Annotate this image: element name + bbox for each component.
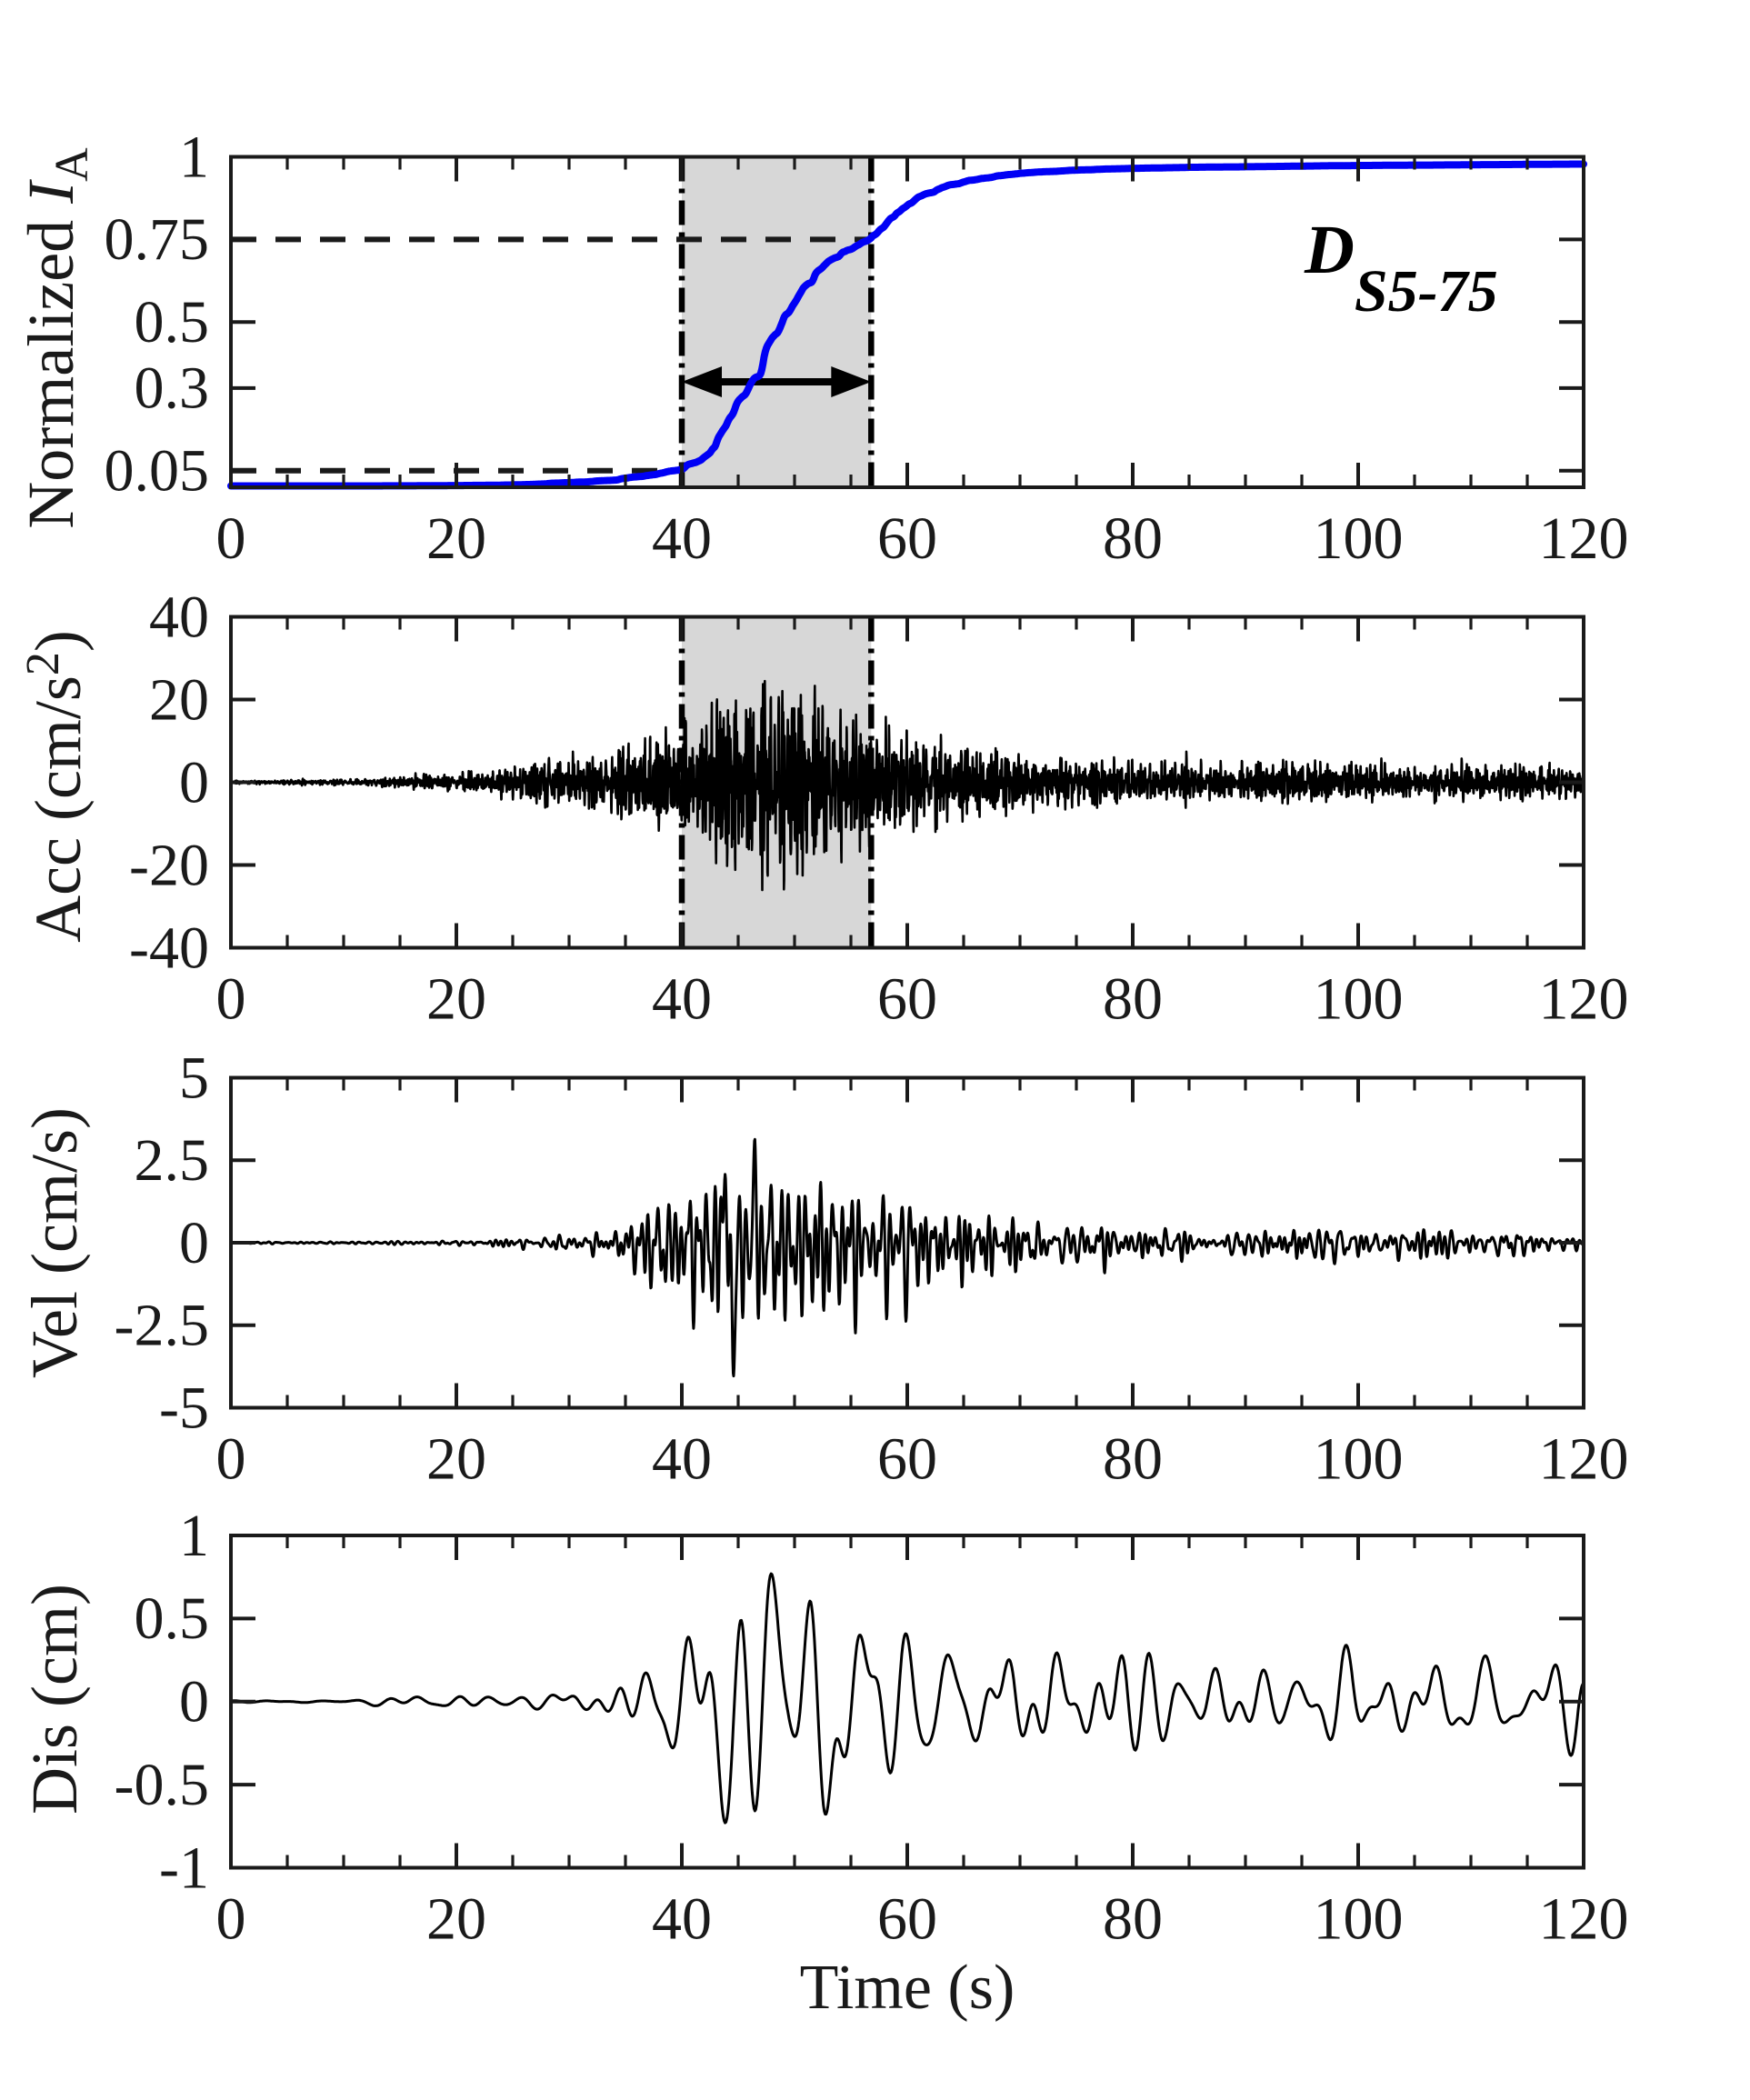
svg-text:20: 20 [426,965,486,1032]
svg-text:0: 0 [216,965,246,1032]
svg-text:0.75: 0.75 [105,206,210,273]
svg-text:1: 1 [179,1503,209,1569]
svg-text:-40: -40 [129,915,209,981]
svg-text:100: 100 [1314,965,1404,1032]
svg-text:20: 20 [149,666,209,733]
svg-text:0.05: 0.05 [105,438,210,505]
svg-text:20: 20 [426,1425,486,1492]
svg-text:-5: -5 [159,1375,209,1441]
svg-text:-20: -20 [129,832,209,898]
svg-text:20: 20 [426,505,486,572]
svg-text:100: 100 [1314,1885,1404,1952]
svg-text:0: 0 [179,1669,209,1735]
svg-text:-0.5: -0.5 [115,1752,209,1818]
svg-text:2.5: 2.5 [135,1127,210,1194]
svg-text:0: 0 [179,1210,209,1276]
svg-text:120: 120 [1539,1425,1629,1492]
svg-text:Normalized IA: Normalized IA [15,147,98,529]
svg-text:0: 0 [216,1425,246,1492]
svg-text:-2.5: -2.5 [115,1293,209,1359]
svg-text:40: 40 [149,584,209,650]
svg-text:120: 120 [1539,505,1629,572]
svg-text:0.3: 0.3 [135,355,210,422]
svg-text:Acc (cm/s2): Acc (cm/s2) [17,630,95,943]
svg-text:20: 20 [426,1885,486,1952]
svg-text:60: 60 [877,505,937,572]
svg-text:0: 0 [216,505,246,572]
svg-text:Dis (cm): Dis (cm) [18,1584,91,1815]
svg-text:0.5: 0.5 [135,289,210,355]
svg-text:60: 60 [877,1885,937,1952]
svg-text:5: 5 [179,1045,209,1111]
svg-text:Time (s): Time (s) [800,1953,1015,2023]
svg-text:80: 80 [1103,1885,1163,1952]
svg-text:0: 0 [216,1885,246,1952]
svg-text:40: 40 [652,1885,712,1952]
svg-text:0: 0 [179,749,209,815]
svg-text:40: 40 [652,965,712,1032]
svg-text:100: 100 [1314,505,1404,572]
svg-text:120: 120 [1539,965,1629,1032]
svg-text:60: 60 [877,965,937,1032]
svg-text:40: 40 [652,1425,712,1492]
svg-text:80: 80 [1103,1425,1163,1492]
svg-text:-1: -1 [159,1835,209,1901]
svg-text:0.5: 0.5 [135,1585,210,1652]
svg-text:100: 100 [1314,1425,1404,1492]
svg-text:1: 1 [179,124,209,190]
svg-text:80: 80 [1103,965,1163,1032]
svg-text:60: 60 [877,1425,937,1492]
svg-text:120: 120 [1539,1885,1629,1952]
svg-text:80: 80 [1103,505,1163,572]
svg-text:Vel (cm/s): Vel (cm/s) [18,1107,91,1378]
svg-text:40: 40 [652,505,712,572]
